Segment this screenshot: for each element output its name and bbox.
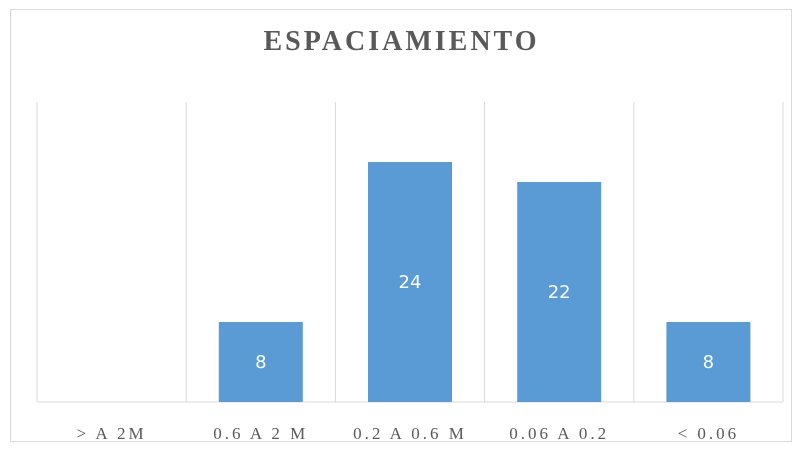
data-label-2: 24: [399, 272, 422, 293]
bar-4: [666, 322, 751, 402]
x-tick-label-0: > A 2M: [77, 424, 147, 443]
bar-3: [517, 182, 602, 402]
x-tick-label-3: 0.06 A 0.2: [509, 424, 609, 443]
chart-title: ESPACIAMIENTO: [263, 26, 540, 57]
data-label-1: 8: [255, 352, 266, 373]
x-tick-label-1: 0.6 A 2 M: [213, 424, 308, 443]
x-tick-label-2: 0.2 A 0.6 M: [353, 424, 467, 443]
bar-1: [218, 322, 303, 402]
bar-2: [368, 162, 452, 402]
data-label-3: 22: [548, 282, 571, 303]
x-tick-label-4: < 0.06: [678, 424, 740, 443]
data-label-4: 8: [703, 352, 714, 373]
